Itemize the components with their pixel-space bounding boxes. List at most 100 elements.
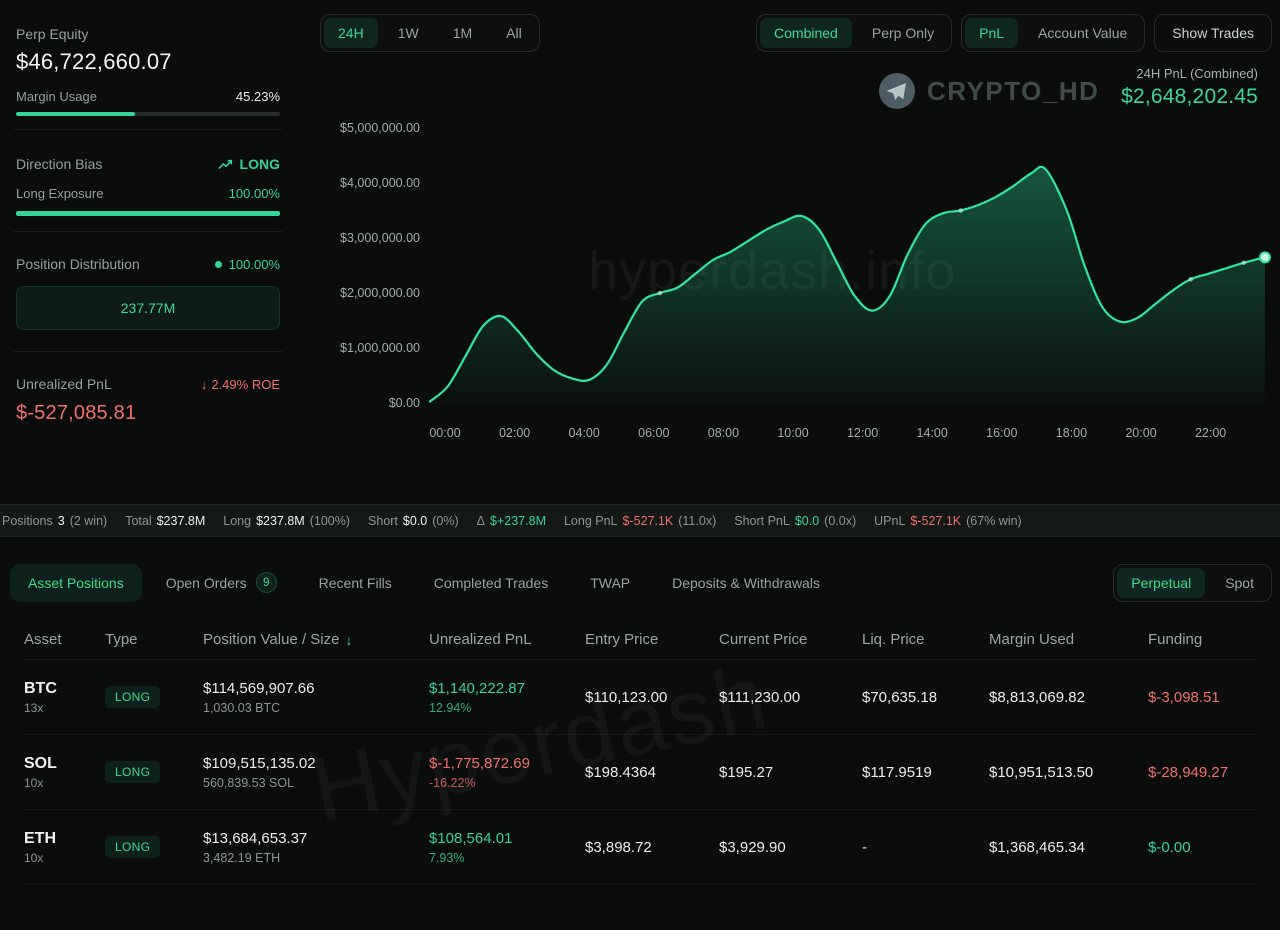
pnl-value: $2,648,202.45 [1121,85,1258,108]
unrealized-pnl-percent: 7.93% [429,850,465,865]
margin-usage-bar [16,112,280,116]
funding-cell: $-0.00 [1148,838,1191,856]
type-cell: LONG [105,836,203,858]
unrealized-pnl-percent: 12.94% [429,700,472,715]
tab-label: Recent Fills [318,574,392,591]
column-header-entry-price[interactable]: Entry Price [585,631,719,648]
metric-toggle-account-value[interactable]: Account Value [1024,18,1141,48]
view-toggle-perp-only[interactable]: Perp Only [858,18,948,48]
green-dot-icon [214,260,222,268]
tab-label: Deposits & Withdrawals [672,574,820,591]
asset-cell: ETH 10x [24,830,105,865]
tab-twap[interactable]: TWAP [572,564,648,602]
x-axis: 00:00 02:00 04:00 06:00 08:00 10:00 12:00 14:00… [296,426,1280,442]
stat-total: Total $237.8M [125,513,206,528]
metric-toggle-pnl[interactable]: PnL [965,18,1019,48]
direction-bias-label: Direction Bias [16,156,103,172]
chart-latest-point [1258,251,1271,264]
unrealized-pnl-value: $-1,775,872.69 [429,754,530,772]
stat-upnl: UPnL $-527.1K (67% win) [874,513,1022,528]
current-price-cell: $3,929.90 [719,838,786,856]
position-distribution-box[interactable]: 237.77M [16,286,280,330]
tab-label: TWAP [590,574,631,591]
asset-leverage: 13x [24,700,44,715]
x-axis-tick: 06:00 [638,426,670,440]
stat-long-pnl: Long PnL $-527.1K (11.0x) [563,513,717,528]
unrealized-pnl-cell: $1,140,222.87 12.94% [429,680,585,715]
market-toggle-spot[interactable]: Spot [1211,568,1268,598]
column-header-unrealized-pnl[interactable]: Unrealized PnL [429,631,585,648]
column-header-funding[interactable]: Funding [1148,631,1256,648]
view-toggle-group: Combined Perp Only [756,14,953,52]
position-distribution-section: Position Distribution 100.00% 237.77M [14,232,282,352]
time-range-24h[interactable]: 24H [324,18,378,48]
x-axis-tick: 08:00 [707,426,740,440]
asset-cell: SOL 10x [24,755,105,790]
entry-price-cell: $3,898.72 [585,838,652,856]
top-area: Perp Equity $46,722,660.07 Margin Usage … [0,0,1280,504]
market-toggle-group: Perpetual Spot [1113,563,1272,602]
asset-symbol: SOL [24,754,57,772]
margin-used-cell: $8,813,069.82 [989,688,1085,706]
y-axis-tick: $2,000,000.00 [340,286,420,300]
tab-completed-trades[interactable]: Completed Trades [416,564,566,602]
roe-text: 2.49% ROE [211,376,280,392]
column-header-margin-used[interactable]: Margin Used [989,631,1148,648]
column-header-label: Unrealized PnL [429,631,532,648]
stat-long: Long $237.8M (100%) [223,513,351,528]
tab-label: Completed Trades [433,574,549,591]
stat-short: Short $0.0 (0%) [368,513,459,528]
time-range-group: 24H 1W 1M All [320,14,540,52]
tab-asset-positions[interactable]: Asset Positions [10,563,142,602]
asset-leverage: 10x [24,775,44,790]
time-range-all[interactable]: All [492,18,536,48]
down-arrow-icon: ↓ [200,376,208,392]
y-axis-tick: $0.00 [388,396,420,410]
column-header-type[interactable]: Type [105,631,203,648]
asset-leverage: 10x [24,850,44,865]
chart-point-marker [1241,260,1247,266]
position-value: $114,569,907.66 [203,679,315,697]
asset-cell: BTC 13x [24,680,105,715]
column-header-liq-price[interactable]: Liq. Price [862,631,989,648]
show-trades-button[interactable]: Show Trades [1154,14,1272,52]
x-axis-tick: 16:00 [986,426,1018,440]
position-value-cell: $114,569,907.66 1,030.03 BTC [203,680,429,715]
column-header-asset[interactable]: Asset [24,631,105,648]
position-value: $13,684,653.37 [203,829,308,847]
y-axis: $5,000,000.00 $4,000,000.00 $3,000,000.00 $… [296,0,420,460]
brand-name: CRYPTO_HD [927,75,1100,106]
table-body: BTC 13x LONG $114,569,907.66 1,030.03 BTC $1,… [24,660,1256,885]
position-row-btc[interactable]: BTC 13x LONG $114,569,907.66 1,030.03 BTC $1,… [24,660,1256,735]
market-toggle-perpetual[interactable]: Perpetual [1117,567,1206,598]
tab-open-orders[interactable]: Open Orders 9 [148,561,295,604]
position-row-sol[interactable]: SOL 10x LONG $109,515,135.02 560,839.53 SOL $… [24,735,1256,810]
time-range-1m[interactable]: 1M [439,18,486,48]
liq-price-cell: - [862,838,867,856]
section-tabs-row: Asset Positions Open Orders 9 Recent Fills C… [0,561,1280,604]
tab-recent-fills[interactable]: Recent Fills [301,564,410,602]
stat-: Δ $+237.8M [476,513,546,528]
x-axis-tick: 00:00 [429,426,461,440]
hyperdash-dashboard: Perp Equity $46,722,660.07 Margin Usage … [0,0,1280,885]
column-header-current-price[interactable]: Current Price [719,631,862,648]
unrealized-pnl-section: Unrealized PnL ↓ 2.49% ROE $-527,085.81 [14,352,282,504]
column-header-label: Liq. Price [862,631,925,648]
view-toggle-combined[interactable]: Combined [760,18,852,48]
position-row-eth[interactable]: ETH 10x LONG $13,684,653.37 3,482.19 ETH $108… [24,810,1256,885]
column-header-position-value-size[interactable]: Position Value / Size ↓ [203,631,429,648]
metric-toggle-group: PnL Account Value [961,14,1146,52]
chart-toolbar-right: Combined Perp Only PnL Account Value Show … [756,14,1272,52]
roe-value: ↓ 2.49% ROE [201,377,280,392]
long-exposure-row: Long Exposure 100.00% [16,186,280,201]
margin-used-cell: $10,951,513.50 [989,763,1094,781]
position-value-cell: $109,515,135.02 560,839.53 SOL [203,755,429,790]
tab-deposits-withdrawals[interactable]: Deposits & Withdrawals [654,564,838,602]
perp-equity-section: Perp Equity $46,722,660.07 Margin Usage … [14,0,282,130]
column-header-label: Asset [24,631,62,648]
unrealized-pnl-row: Unrealized PnL ↓ 2.49% ROE [16,376,280,392]
time-range-1w[interactable]: 1W [384,18,433,48]
position-value-cell: $13,684,653.37 3,482.19 ETH [203,830,429,865]
account-summary-sidebar: Perp Equity $46,722,660.07 Margin Usage … [0,0,296,504]
column-header-label: Funding [1148,631,1203,648]
